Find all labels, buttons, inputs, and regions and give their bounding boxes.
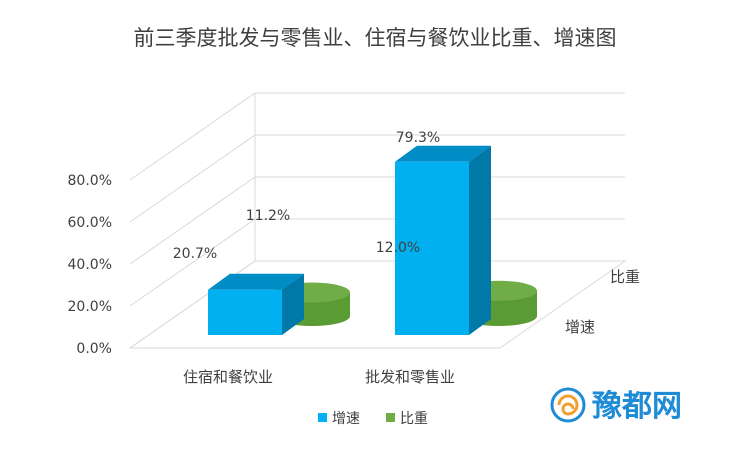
chart-marks (208, 145, 537, 335)
legend-label-比重: 比重 (400, 411, 428, 427)
depth-label: 增速 (565, 318, 595, 336)
watermark: 豫都网 (550, 387, 682, 424)
box-front (208, 289, 282, 335)
grid-line (129, 176, 625, 265)
y-tick-label: 80.0% (68, 173, 112, 189)
grid-line (129, 218, 625, 307)
spiral-logo-icon (550, 387, 586, 423)
data-label-增速-1: 79.3% (396, 130, 440, 146)
category-label: 批发和零售业 (365, 368, 455, 386)
watermark-text: 豫都网 (592, 389, 682, 424)
grid-line (129, 260, 625, 349)
data-label-增速-0: 20.7% (173, 246, 217, 262)
box-top (395, 145, 491, 162)
y-tick-label: 60.0% (68, 215, 112, 231)
box-side (282, 273, 304, 335)
chart-floor (128, 260, 627, 349)
legend-swatch-增速 (318, 413, 327, 422)
grid-lines (129, 92, 625, 349)
x-axis-categories: 住宿和餐饮业 批发和零售业 (183, 368, 455, 386)
data-label-比重-1: 12.0% (376, 240, 420, 256)
box-side (469, 145, 491, 335)
depth-label: 比重 (610, 268, 640, 286)
category-label: 住宿和餐饮业 (183, 368, 273, 386)
y-tick-label: 20.0% (68, 299, 112, 315)
grid-line (129, 134, 625, 223)
chart-walls (128, 93, 627, 349)
bar-增速-0 (208, 273, 304, 335)
data-label-比重-0: 11.2% (246, 208, 290, 224)
legend-label-增速: 增速 (332, 411, 360, 427)
box-top (208, 273, 304, 290)
box-front (395, 161, 469, 335)
data-labels: 20.7% 79.3% 11.2% 12.0% (173, 130, 440, 262)
legend: 增速 比重 (318, 411, 428, 427)
y-tick-label: 0.0% (76, 341, 112, 357)
legend-swatch-比重 (386, 413, 395, 422)
y-tick-label: 40.0% (68, 257, 112, 273)
chart-title: 前三季度批发与零售业、住宿与餐饮业比重、增速图 (134, 26, 617, 50)
bar-增速-1 (395, 145, 491, 335)
grid-line (129, 92, 625, 181)
y-axis-ticks: 0.0% 20.0% 40.0% 60.0% 80.0% (68, 173, 112, 357)
